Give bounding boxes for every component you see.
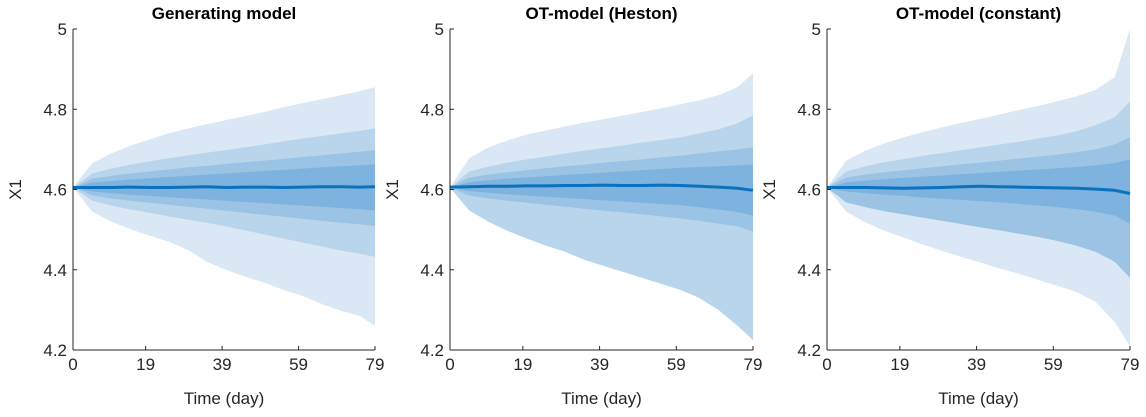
y-axis-label: X1	[383, 179, 402, 200]
y-tick-label: 4.4	[43, 261, 67, 280]
y-axis-label: X1	[760, 179, 779, 200]
y-tick-label: 4.8	[797, 100, 821, 119]
x-tick-label: 59	[289, 355, 308, 374]
x-tick-label: 0	[445, 355, 454, 374]
y-tick-label: 4.2	[797, 341, 821, 360]
y-tick-label: 4.6	[43, 181, 67, 200]
x-tick-label: 0	[68, 355, 77, 374]
x-tick-label: 59	[1044, 355, 1063, 374]
y-tick-label: 4.4	[420, 261, 444, 280]
chart-panel-3: 4.2 4.4 4.6 4.8 5 0 19 39 59 79 OT-model (constant…	[760, 4, 1139, 408]
y-tick-label: 5	[435, 20, 444, 39]
x-axis-label: Time (day)	[938, 389, 1019, 408]
y-axis-label: X1	[6, 179, 25, 200]
x-axis-label: Time (day)	[184, 389, 265, 408]
y-tick-label: 5	[812, 20, 821, 39]
x-tick-label: 0	[822, 355, 831, 374]
x-tick-label: 39	[590, 355, 609, 374]
x-tick-label: 79	[366, 355, 385, 374]
y-tick-label: 4.8	[420, 100, 444, 119]
median-line	[827, 184, 1131, 195]
y-tick-label: 4.6	[797, 181, 821, 200]
x-tick-label: 39	[967, 355, 986, 374]
x-tick-label: 19	[890, 355, 909, 374]
y-tick-label: 4.4	[797, 261, 821, 280]
y-tick-label: 4.8	[43, 100, 67, 119]
median-line	[73, 185, 376, 189]
quantile-band-4	[450, 164, 753, 216]
chart-title: Generating model	[152, 4, 297, 23]
median-line	[449, 183, 754, 192]
x-tick-label: 79	[744, 355, 763, 374]
x-tick-label: 59	[667, 355, 686, 374]
quantile-band-4	[827, 159, 1130, 224]
x-tick-label: 19	[136, 355, 155, 374]
y-tick-label: 4.6	[420, 181, 444, 200]
x-tick-label: 19	[513, 355, 532, 374]
y-tick-label: 4.2	[420, 341, 444, 360]
chart-title: OT-model (Heston)	[525, 4, 677, 23]
y-tick-label: 4.2	[43, 341, 67, 360]
y-tick-label: 5	[58, 20, 67, 39]
chart-title: OT-model (constant)	[896, 4, 1061, 23]
chart-panel-1: 4.2 4.4 4.6 4.8 5 0 19 39 59 79 Generating model Ti…	[6, 4, 384, 408]
x-tick-label: 79	[1121, 355, 1140, 374]
x-axis-label: Time (day)	[561, 389, 642, 408]
chart-panel-2: 4.2 4.4 4.6 4.8 5 0 19 39 59 79 OT-model (Heston) T…	[383, 4, 762, 408]
x-tick-label: 39	[213, 355, 232, 374]
